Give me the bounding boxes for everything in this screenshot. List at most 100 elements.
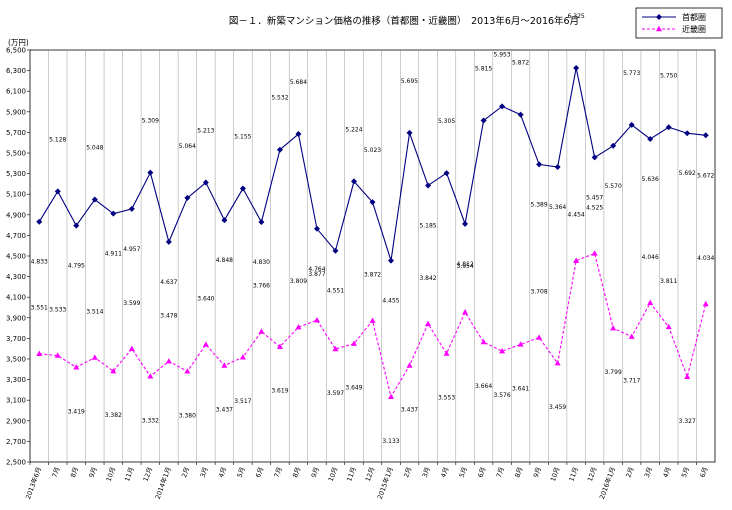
data-point bbox=[425, 182, 432, 189]
data-point bbox=[499, 347, 506, 354]
data-point bbox=[221, 217, 228, 224]
data-label: 5.364 bbox=[549, 204, 566, 211]
x-tick-label: 11月 bbox=[345, 466, 358, 483]
data-label: 4.833 bbox=[31, 259, 48, 266]
data-label: 3.133 bbox=[382, 438, 399, 445]
data-point bbox=[54, 188, 61, 195]
data-point bbox=[480, 338, 487, 345]
data-point bbox=[684, 130, 691, 137]
data-label: 3.649 bbox=[345, 385, 362, 392]
data-label: 3.332 bbox=[142, 417, 159, 424]
legend-marker bbox=[656, 14, 662, 20]
x-tick-label: 10月 bbox=[327, 466, 340, 483]
data-label: 5.953 bbox=[494, 51, 511, 58]
y-tick-label: 5,500 bbox=[6, 150, 26, 158]
data-point bbox=[165, 238, 172, 245]
data-point bbox=[36, 350, 43, 356]
x-tick-label: 7月 bbox=[50, 466, 61, 479]
data-point bbox=[406, 362, 413, 368]
data-label: 4.637 bbox=[160, 279, 177, 286]
y-tick-label: 6,500 bbox=[6, 47, 26, 55]
data-label: 3.877 bbox=[308, 271, 325, 278]
data-point bbox=[221, 362, 228, 368]
x-tick-label: 4月 bbox=[439, 466, 450, 479]
data-point bbox=[628, 333, 635, 339]
y-tick-label: 4,100 bbox=[6, 294, 26, 302]
data-point bbox=[462, 220, 469, 227]
data-label: 3.872 bbox=[364, 272, 381, 279]
x-tick-label: 4月 bbox=[217, 466, 228, 479]
data-point bbox=[276, 343, 283, 349]
x-tick-label: 2013年6月 bbox=[23, 466, 43, 501]
x-tick-label: 8月 bbox=[291, 466, 302, 479]
data-point bbox=[665, 124, 672, 131]
x-tick-label: 9月 bbox=[88, 466, 99, 479]
data-point bbox=[202, 341, 209, 347]
y-tick-label: 6,100 bbox=[6, 88, 26, 96]
grid-lines bbox=[48, 50, 697, 462]
data-point bbox=[610, 142, 617, 149]
x-tick-label: 2014年1月 bbox=[153, 466, 173, 501]
data-label: 4.812 bbox=[456, 261, 473, 268]
data-point bbox=[239, 185, 246, 192]
data-label: 5.185 bbox=[419, 222, 436, 229]
x-tick-label: 5月 bbox=[680, 466, 691, 479]
data-point bbox=[332, 345, 339, 352]
data-label: 4.795 bbox=[68, 263, 85, 270]
data-point bbox=[147, 169, 154, 176]
data-label: 3.842 bbox=[419, 275, 436, 282]
x-tick-label: 10月 bbox=[549, 466, 562, 483]
data-label: 4.046 bbox=[642, 254, 659, 261]
x-tick-label: 11月 bbox=[567, 466, 580, 483]
data-label: 5.048 bbox=[86, 145, 103, 152]
data-point bbox=[406, 129, 413, 136]
x-tick-label: 12月 bbox=[586, 466, 599, 483]
data-label: 3.640 bbox=[197, 296, 214, 303]
data-point bbox=[313, 225, 320, 232]
data-label: 3.459 bbox=[549, 404, 566, 411]
data-label: 5.750 bbox=[660, 72, 677, 79]
legend-box bbox=[635, 7, 723, 39]
data-label: 4.764 bbox=[308, 266, 325, 273]
data-point bbox=[258, 219, 265, 226]
data-label: 5.305 bbox=[438, 118, 455, 125]
data-point bbox=[573, 65, 580, 72]
x-tick-label: 6月 bbox=[254, 466, 265, 479]
data-label: 3.551 bbox=[31, 305, 48, 312]
data-label: 3.514 bbox=[86, 309, 103, 316]
y-tick-label: 4,700 bbox=[6, 232, 26, 240]
data-label: 4.034 bbox=[697, 255, 714, 262]
x-tick-label: 9月 bbox=[310, 466, 321, 479]
data-label: 3.708 bbox=[531, 289, 548, 296]
data-point bbox=[147, 373, 154, 379]
x-tick-label: 2016年1月 bbox=[597, 466, 617, 501]
data-point bbox=[517, 341, 524, 347]
data-label: 4.957 bbox=[123, 246, 140, 253]
data-point bbox=[591, 250, 598, 256]
y-tick-label: 6,300 bbox=[6, 67, 26, 75]
data-point bbox=[128, 345, 135, 352]
y-tick-label: 4,900 bbox=[6, 211, 26, 219]
data-point bbox=[54, 352, 61, 358]
data-point bbox=[91, 196, 98, 203]
y-tick-label: 3,500 bbox=[6, 356, 26, 364]
y-tick-label: 4,500 bbox=[6, 253, 26, 261]
data-label: 3.437 bbox=[401, 406, 418, 413]
data-label: 4.911 bbox=[105, 251, 122, 258]
data-point bbox=[73, 364, 80, 370]
data-label: 3.641 bbox=[512, 385, 529, 392]
data-point bbox=[628, 121, 635, 128]
data-label: 3.382 bbox=[105, 412, 122, 419]
data-label: 5.457 bbox=[586, 194, 603, 201]
y-tick-label: 2,700 bbox=[6, 438, 26, 446]
data-label: 3.576 bbox=[494, 392, 511, 399]
x-tick-label: 7月 bbox=[495, 466, 506, 479]
y-tick-label: 3,900 bbox=[6, 314, 26, 322]
x-tick-label: 12月 bbox=[142, 466, 155, 483]
data-label: 3.380 bbox=[179, 412, 196, 419]
data-point bbox=[369, 317, 376, 323]
data-label: 3.954 bbox=[456, 263, 473, 270]
unit-label: (万円) bbox=[8, 38, 29, 47]
data-point bbox=[591, 154, 598, 161]
